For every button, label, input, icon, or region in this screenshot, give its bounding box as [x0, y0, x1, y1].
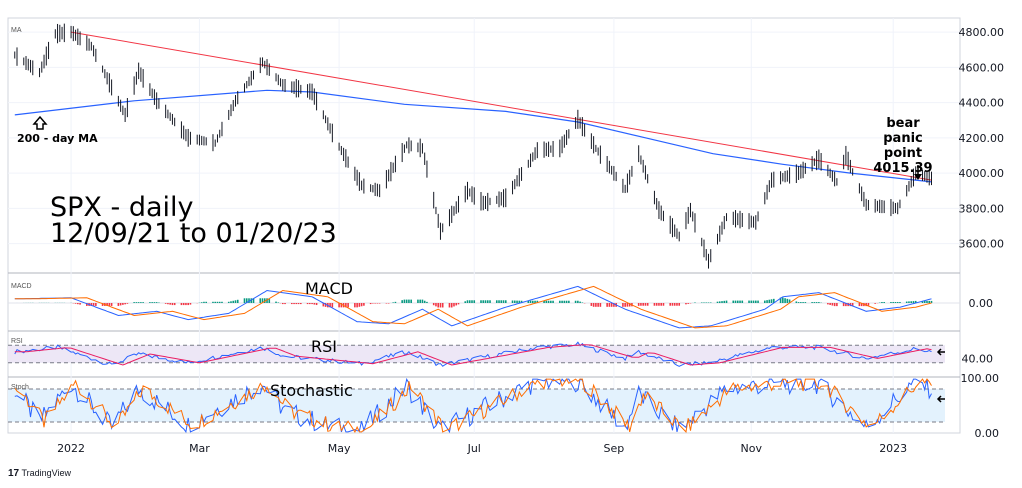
- x-tick-label: May: [328, 442, 351, 455]
- stochastic-label: Stochastic: [270, 381, 353, 400]
- macd-line: [14, 285, 932, 329]
- macd-label: MACD: [305, 279, 353, 298]
- price-axis-label: 4600.00: [959, 61, 1005, 74]
- price-axis-label: 3600.00: [959, 238, 1005, 251]
- up-arrow-icon: [32, 115, 48, 130]
- x-tick-label: 2023: [879, 442, 907, 455]
- stoch-band: [8, 389, 945, 422]
- tradingview-logo-icon: 17: [8, 468, 20, 479]
- x-tick-label: Mar: [189, 442, 210, 455]
- bear-panic-annotation: bear panic point 4015.39: [868, 116, 938, 176]
- ma-200-line: [14, 89, 932, 183]
- macd-axis-label: 0.00: [969, 297, 994, 310]
- bear-panic-line1: bear panic: [883, 116, 923, 146]
- price-axis-label: 3800.00: [959, 202, 1005, 215]
- trendline: [71, 31, 932, 181]
- macd-signal-line: [14, 285, 932, 329]
- rsi-pane-tag: RSI: [11, 338, 23, 345]
- x-tick-label: Sep: [604, 442, 625, 455]
- rsi-arrow-icon: [936, 348, 945, 356]
- price-axis-label: 4800.00: [959, 26, 1005, 39]
- rsi-label: RSI: [311, 337, 337, 356]
- tradingview-brand: TradingView: [21, 468, 71, 478]
- down-arrow-head-icon: [914, 174, 922, 180]
- rsi-band: [8, 345, 945, 363]
- x-tick-label: Nov: [741, 442, 763, 455]
- chart-title: SPX - daily: [50, 192, 194, 223]
- stoch-axis-label: 100.00: [961, 372, 1000, 385]
- price-pane-tag: MA: [11, 27, 22, 34]
- x-tick-label: Jul: [467, 442, 481, 455]
- price-axis-label: 4200.00: [959, 132, 1005, 145]
- tradingview-logo[interactable]: 17 TradingView: [8, 468, 71, 479]
- price-axis-label: 4000.00: [959, 167, 1005, 180]
- rsi-axis-label: 40.00: [962, 352, 994, 365]
- stoch-arrow-icon: [936, 395, 945, 403]
- stoch-axis-label: 0.00: [975, 427, 1000, 440]
- macd-pane-tag: MACD: [11, 283, 32, 290]
- chart-subtitle: 12/09/21 to 01/20/23: [50, 218, 337, 249]
- x-tick-label: 2022: [57, 442, 85, 455]
- stoch-pane-tag: Stoch: [11, 384, 29, 391]
- bear-panic-line2: point: [883, 146, 923, 161]
- ma-annotation-label: 200 - day MA: [17, 132, 98, 145]
- rsi-ma-line: [14, 344, 932, 366]
- stoch-d-line: [14, 378, 932, 433]
- bear-panic-value: 4015.39: [873, 161, 933, 176]
- rsi-line: [14, 341, 932, 367]
- plot-frame: [7, 17, 961, 434]
- price-axis-label: 4400.00: [959, 97, 1005, 110]
